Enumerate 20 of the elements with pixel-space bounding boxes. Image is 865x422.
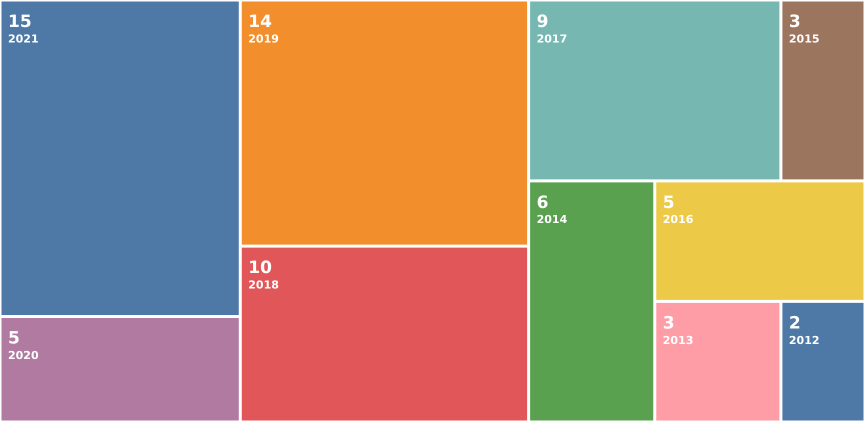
category-label: 2012: [788, 334, 820, 347]
data-label: 14: [248, 12, 272, 32]
data-label: 15: [8, 12, 32, 32]
data-label: 5: [8, 328, 20, 348]
category-label: 2019: [248, 32, 279, 46]
data-label: 2: [788, 313, 801, 334]
category-label: 2014: [536, 213, 568, 226]
category-label: 2015: [788, 32, 820, 46]
category-label: 2021: [8, 32, 39, 46]
category-label: 2016: [662, 213, 694, 226]
data-label: 3: [788, 12, 801, 32]
data-label: 6: [536, 192, 548, 213]
category-label: 2018: [248, 278, 279, 292]
category-label: 2017: [536, 32, 568, 46]
data-label: 5: [662, 192, 675, 213]
category-label: 2020: [8, 348, 39, 362]
data-label: 9: [536, 12, 548, 32]
data-label: 10: [248, 258, 272, 278]
category-label: 2013: [662, 334, 694, 347]
data-label: 3: [662, 313, 675, 334]
